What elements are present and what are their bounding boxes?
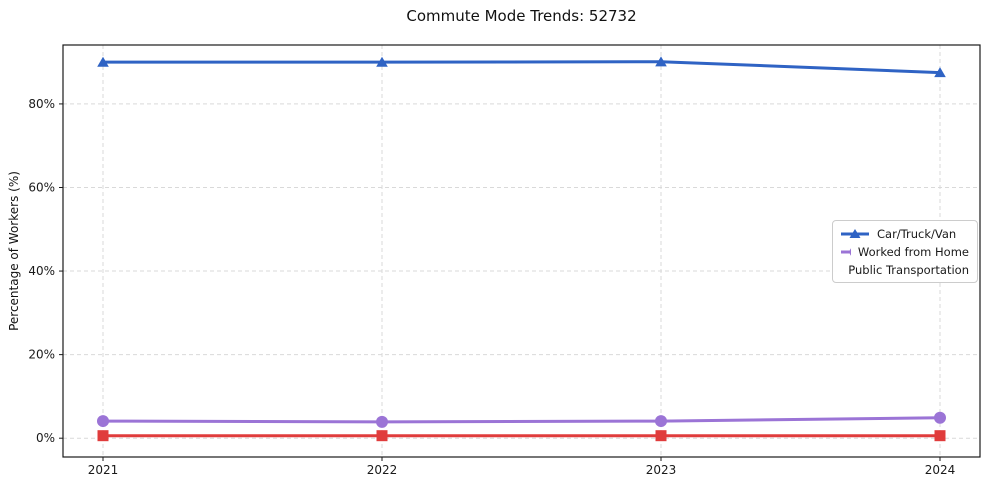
legend-label: Worked from Home xyxy=(857,244,969,259)
legend-square-swatch xyxy=(841,268,842,271)
series-line-worked-from-home xyxy=(101,416,942,424)
series-marker-worked-from-home xyxy=(376,415,388,428)
series-marker-public-transportation xyxy=(376,430,388,442)
y-tick-label: 40% xyxy=(28,264,55,278)
series-marker-public-transportation xyxy=(97,430,109,442)
x-tick-label: 2024 xyxy=(925,463,956,477)
series-marker-worked-from-home xyxy=(655,415,667,428)
legend-entry-worked-from-home: Worked from Home xyxy=(840,244,969,259)
legend-label: Car/Truck/Van xyxy=(877,226,957,241)
y-tick-label: 60% xyxy=(28,180,55,194)
x-tick-label: 2023 xyxy=(646,463,677,477)
y-tick-label: 20% xyxy=(28,348,55,362)
x-tick-label: 2021 xyxy=(88,463,119,477)
plot-border xyxy=(62,44,981,458)
legend-circle-swatch xyxy=(841,247,851,256)
series-marker-car-truck-van xyxy=(655,56,667,67)
legend-triangle-up-swatch xyxy=(841,228,869,238)
series-line-car-truck-van xyxy=(101,60,942,75)
series-marker-car-truck-van xyxy=(376,56,388,67)
legend-label: Public Transportation xyxy=(848,262,969,277)
legend-entry-car-truck-van: Car/Truck/Van xyxy=(840,226,969,241)
series-marker-car-truck-van xyxy=(934,67,946,78)
series-marker-public-transportation xyxy=(934,430,946,442)
y-tick-label: 80% xyxy=(28,97,55,111)
legend-entry-public-transportation: Public Transportation xyxy=(840,262,969,277)
y-tick-label: 0% xyxy=(36,431,55,445)
series-marker-worked-from-home xyxy=(97,415,109,428)
series-marker-worked-from-home xyxy=(934,411,946,424)
series-marker-public-transportation xyxy=(655,430,667,442)
legend: Car/Truck/Van Worked from Home Public Tran… xyxy=(832,220,978,283)
x-tick-label: 2022 xyxy=(367,463,398,477)
chart-title: Commute Mode Trends: 52732 xyxy=(406,7,637,25)
series-marker-car-truck-van xyxy=(97,56,109,67)
